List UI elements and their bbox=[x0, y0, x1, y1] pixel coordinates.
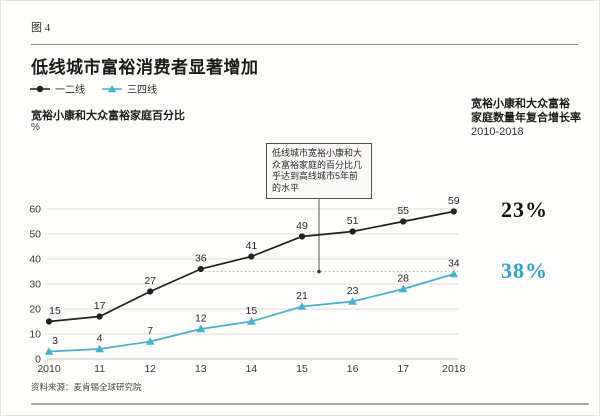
annotation-text: 低线城市宽裕小康和大 bbox=[272, 148, 363, 158]
data-point-triangle bbox=[247, 317, 256, 325]
top-divider bbox=[31, 44, 578, 45]
data-point-triangle bbox=[145, 337, 155, 345]
data-value-label: 49 bbox=[296, 220, 308, 232]
source-note: 资料来源：麦肯锡全球研究院 bbox=[31, 382, 142, 392]
data-value-label: 17 bbox=[94, 300, 106, 312]
data-value-label: 4 bbox=[97, 333, 103, 345]
annotation-text: 乎达到高线城市5年前 bbox=[272, 171, 359, 181]
legend: 一二线 三四线 bbox=[29, 81, 157, 96]
data-point-circle bbox=[248, 253, 255, 260]
cagr-value-tier34: 38% bbox=[501, 258, 548, 283]
data-point-circle bbox=[298, 233, 306, 240]
legend-circle-marker bbox=[36, 85, 44, 92]
data-value-label: 28 bbox=[397, 273, 409, 285]
y-tick-label: 50 bbox=[29, 229, 41, 241]
data-value-label: 21 bbox=[296, 290, 308, 302]
y-axis-unit: % bbox=[31, 122, 40, 133]
data-point-circle bbox=[400, 218, 407, 225]
bottom-divider bbox=[31, 403, 589, 405]
data-value-label: 27 bbox=[144, 275, 156, 287]
data-point-triangle bbox=[348, 297, 357, 305]
y-tick-label: 30 bbox=[29, 279, 41, 291]
x-tick-label: 14 bbox=[246, 363, 258, 375]
line-circle-marker-icon bbox=[30, 85, 50, 92]
legend-triangle-marker bbox=[107, 84, 117, 92]
annotation-text: 众富裕家庭的百分比几 bbox=[272, 159, 363, 170]
data-point-triangle bbox=[297, 302, 307, 310]
data-value-label: 55 bbox=[397, 205, 409, 217]
x-tick-label: 17 bbox=[397, 363, 409, 375]
data-point-circle bbox=[197, 265, 204, 273]
x-tick-label: 12 bbox=[144, 363, 156, 375]
data-point-triangle bbox=[398, 284, 408, 293]
right-header-line2: 家庭数量年复合增长率 bbox=[471, 112, 581, 124]
data-point-circle bbox=[45, 318, 53, 325]
annotation-connector-dot bbox=[317, 269, 321, 274]
y-axis-title: 宽裕小康和大众富裕家庭百分比 bbox=[31, 110, 185, 122]
y-tick-label: 60 bbox=[29, 204, 41, 216]
x-tick-label: 16 bbox=[347, 363, 359, 375]
annotation-text: 的水平 bbox=[272, 182, 300, 193]
data-point-circle bbox=[450, 208, 457, 215]
data-value-label: 23 bbox=[347, 285, 359, 297]
x-tick-label: 2018 bbox=[442, 363, 466, 375]
legend-item-tier34: 三四线 bbox=[101, 81, 157, 96]
right-header-line1: 宽裕小康和大众富裕 bbox=[471, 98, 570, 110]
data-value-label: 12 bbox=[195, 313, 207, 325]
y-tick-label: 0 bbox=[35, 354, 41, 366]
data-value-label: 3 bbox=[52, 335, 58, 347]
data-value-label: 7 bbox=[147, 325, 153, 337]
data-point-triangle bbox=[44, 347, 54, 355]
data-value-label: 15 bbox=[49, 305, 61, 317]
legend-item-tier12: 一二线 bbox=[29, 81, 85, 96]
y-tick-label: 10 bbox=[29, 329, 41, 341]
y-tick-label: 20 bbox=[29, 304, 41, 316]
x-tick-label: 13 bbox=[195, 363, 207, 375]
right-header-period: 2010-2018 bbox=[471, 126, 524, 138]
legend-label: 三四线 bbox=[127, 85, 157, 96]
chart-title: 低线城市富裕消费者显著增加 bbox=[31, 58, 259, 77]
data-value-label: 51 bbox=[347, 215, 359, 227]
line-triangle-marker-icon bbox=[102, 84, 122, 92]
data-point-triangle bbox=[449, 269, 459, 278]
x-tick-label: 15 bbox=[296, 363, 308, 375]
data-point-circle bbox=[96, 313, 103, 320]
y-tick-label: 40 bbox=[29, 254, 41, 266]
data-value-label: 59 bbox=[448, 195, 460, 207]
data-value-label: 41 bbox=[246, 240, 258, 252]
data-point-triangle bbox=[196, 324, 206, 333]
data-value-label: 15 bbox=[246, 305, 258, 317]
legend-label: 一二线 bbox=[55, 85, 85, 96]
figure-label: 图 4 bbox=[31, 22, 51, 34]
x-tick-label: 11 bbox=[94, 363, 105, 375]
x-tick-label: 2010 bbox=[37, 363, 61, 375]
cagr-value-tier12: 23% bbox=[501, 197, 548, 222]
data-point-triangle bbox=[95, 344, 104, 353]
data-point-circle bbox=[349, 228, 356, 235]
data-point-circle bbox=[147, 288, 154, 295]
annotation-callout: 低线城市宽裕小康和大 众富裕家庭的百分比几 乎达到高线城市5年前 的水平 bbox=[266, 143, 372, 199]
right-header: 宽裕小康和大众富裕 家庭数量年复合增长率 2010-2018 bbox=[471, 97, 596, 140]
data-value-label: 36 bbox=[195, 253, 207, 265]
data-value-label: 34 bbox=[448, 258, 460, 270]
